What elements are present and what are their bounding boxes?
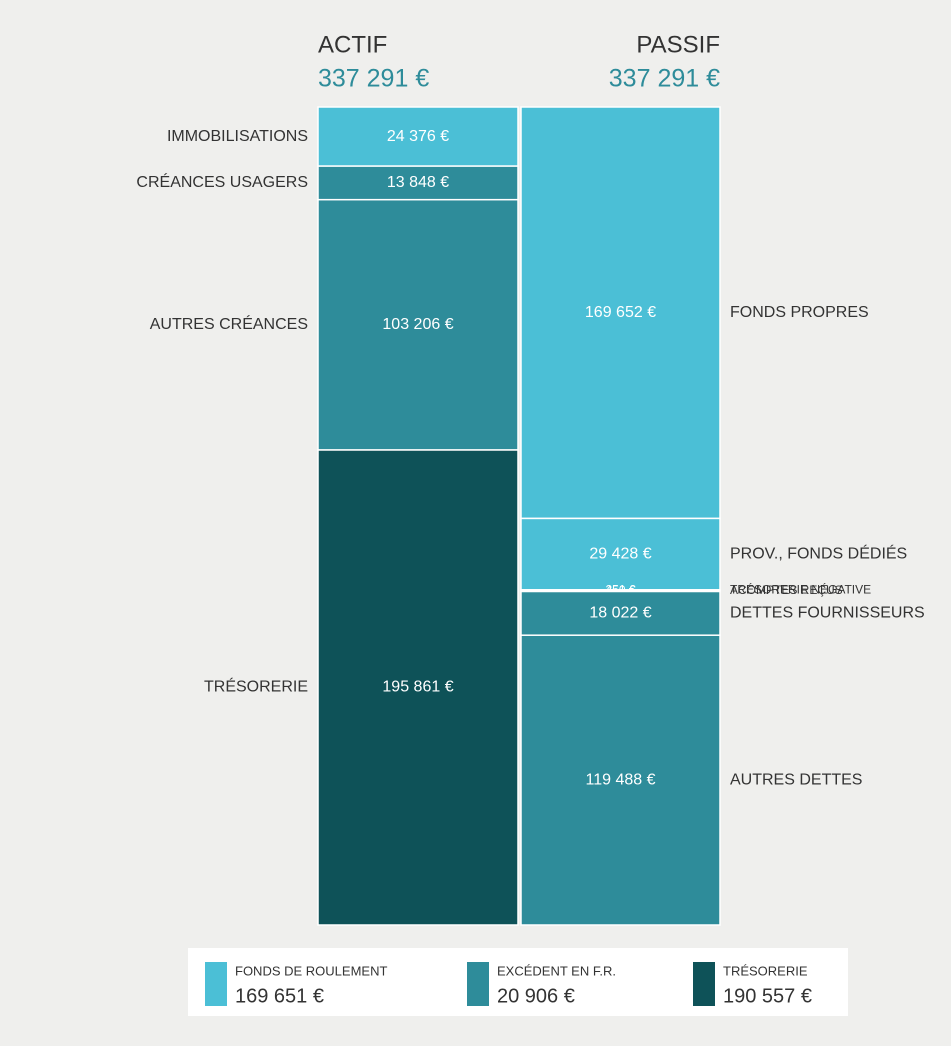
- segment: [317, 198, 519, 451]
- segment: [520, 634, 721, 926]
- column-title: PASSIF: [636, 31, 720, 58]
- segment-value: 169 652 €: [585, 304, 656, 321]
- legend-swatch: [205, 962, 227, 1006]
- segment: [520, 517, 721, 591]
- segment-value: 18 022 €: [589, 605, 651, 622]
- legend-value: 190 557 €: [723, 985, 812, 1007]
- legend-value: 20 906 €: [497, 985, 575, 1007]
- legend-name: TRÉSORERIE: [723, 963, 808, 978]
- legend-value: 169 651 €: [235, 985, 324, 1007]
- segment-name: TRÉSORERIE: [204, 677, 308, 696]
- segment: [520, 106, 721, 520]
- legend-name: FONDS DE ROULEMENT: [235, 963, 387, 978]
- segment: [317, 449, 519, 926]
- segment-name: AUTRES CRÉANCES: [150, 314, 308, 333]
- legend-name: EXCÉDENT EN F.R.: [497, 963, 616, 978]
- legend-swatch: [693, 962, 715, 1006]
- segment-name: IMMOBILISATIONS: [167, 128, 308, 145]
- column-title: ACTIF: [318, 31, 387, 58]
- segment: [317, 165, 519, 201]
- segment-value: 119 488 €: [586, 771, 656, 788]
- segment-name: TRÉSORERIE NÉGATIVE: [730, 581, 871, 596]
- segment-name: PROV., FONDS DÉDIÉS: [730, 543, 907, 562]
- segment-value: 13 848 €: [387, 174, 449, 191]
- legend-swatch: [467, 962, 489, 1006]
- segment-name: AUTRES DETTES: [730, 771, 862, 788]
- column-total: 337 291 €: [318, 65, 429, 93]
- segment-value: 103 206 €: [382, 316, 453, 333]
- segment-name: FONDS PROPRES: [730, 304, 869, 321]
- segment-value: 195 861 €: [382, 679, 453, 696]
- segment-name: CRÉANCES USAGERS: [136, 172, 308, 191]
- segment-value: 29 428 €: [589, 545, 651, 562]
- segment-value: 24 376 €: [387, 128, 449, 145]
- segment-name: ACOMPTES REÇUS: [730, 583, 843, 597]
- legend-box: [188, 948, 848, 1016]
- segment-name: DETTES FOURNISSEURS: [730, 605, 925, 622]
- column-total: 337 291 €: [609, 65, 720, 93]
